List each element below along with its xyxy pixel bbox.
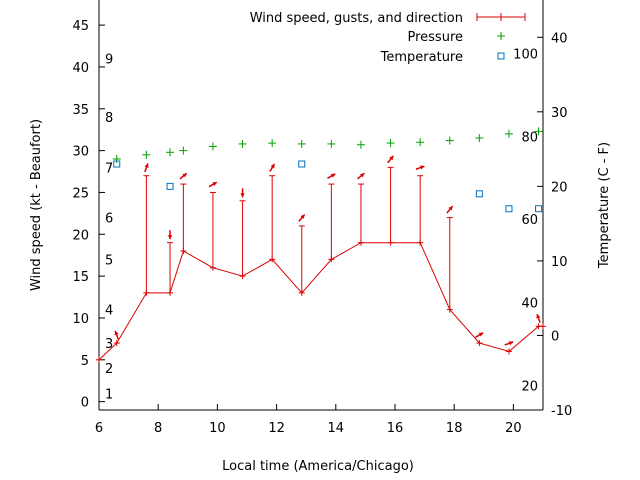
x-tick-label: 18 xyxy=(446,421,463,436)
beaufort-label: 6 xyxy=(105,212,113,227)
temperature-point xyxy=(505,205,513,213)
y-left-tick-label: 10 xyxy=(72,312,89,327)
y-right-tick-label: 10 xyxy=(551,255,568,270)
wind-direction-arrowhead xyxy=(144,163,149,168)
y-left-tick-label: 15 xyxy=(72,270,89,285)
bottom-ticks: 6 8 10 12 14 16 18 20 xyxy=(95,404,522,436)
temperature-point xyxy=(535,205,543,213)
legend-swatch-wind xyxy=(476,13,526,21)
y-left-tick-label: 5 xyxy=(81,354,89,369)
fahrenheit-label: 20 xyxy=(521,379,538,394)
plot-frame xyxy=(98,0,544,411)
y-right-tick-label: -10 xyxy=(551,404,572,419)
wind-speed-line xyxy=(98,242,543,361)
right-ticks: -10 0 10 20 30 40 xyxy=(537,31,572,419)
temperature-series xyxy=(113,160,543,213)
x-tick-label: 20 xyxy=(505,421,522,436)
legend-label-wind: Wind speed, gusts, and direction xyxy=(250,11,463,26)
x-tick-label: 14 xyxy=(328,421,345,436)
temperature-point xyxy=(298,160,306,168)
x-tick-label: 12 xyxy=(268,421,285,436)
y-axis-left-label: Wind speed (kt - Beaufort) xyxy=(29,119,44,291)
legend-swatch-pressure xyxy=(497,32,505,40)
legend-swatch-temperature xyxy=(497,52,505,60)
wind-direction-arrowhead xyxy=(300,214,305,219)
wind-direction-arrowhead xyxy=(478,332,484,337)
y-right-tick-label: 0 xyxy=(551,329,559,344)
y-left-tick-label: 20 xyxy=(72,228,89,243)
x-tick-label: 10 xyxy=(209,421,226,436)
wind-direction-arrowhead xyxy=(419,165,425,170)
wind-direction-arrowhead xyxy=(212,182,217,187)
beaufort-label: 9 xyxy=(105,53,113,68)
left-ticks: 0 5 10 15 20 25 30 35 40 45 xyxy=(72,19,105,411)
fahrenheit-scale: 20 40 60 80 100 xyxy=(513,48,538,395)
pressure-series xyxy=(112,127,543,163)
y-left-tick-label: 25 xyxy=(72,186,89,201)
temperature-point xyxy=(113,160,121,168)
x-axis-label: Local time (America/Chicago) xyxy=(222,459,414,474)
y-right-tick-label: 30 xyxy=(551,106,568,121)
fahrenheit-label: 100 xyxy=(513,48,538,63)
legend-label-temperature: Temperature xyxy=(380,50,463,65)
temperature-point xyxy=(475,190,483,198)
wind-direction-arrowhead xyxy=(182,173,187,178)
legend-label-pressure: Pressure xyxy=(407,30,463,45)
y-right-tick-label: 40 xyxy=(551,31,568,46)
x-tick-label: 16 xyxy=(387,421,404,436)
wind-direction-arrowhead xyxy=(240,193,245,198)
y-left-tick-label: 35 xyxy=(72,103,89,118)
y-right-tick-label: 20 xyxy=(551,180,568,195)
wind-direction-arrowhead xyxy=(448,206,453,211)
wind-direction-arrowhead xyxy=(114,330,119,336)
wind-direction-arrowhead xyxy=(330,173,336,178)
beaufort-label: 2 xyxy=(105,362,113,377)
beaufort-label: 4 xyxy=(105,304,113,319)
y-left-tick-label: 0 xyxy=(81,396,89,411)
temperature-point xyxy=(166,182,174,190)
wind-direction-arrowhead xyxy=(389,155,394,161)
x-tick-label: 6 xyxy=(95,421,103,436)
wind-direction-arrows xyxy=(114,155,541,346)
y-left-tick-label: 45 xyxy=(72,19,89,34)
fahrenheit-label: 80 xyxy=(521,130,538,145)
x-tick-label: 8 xyxy=(154,421,162,436)
wind-direction-arrowhead xyxy=(167,235,173,240)
wind-direction-arrowhead xyxy=(359,173,365,178)
beaufort-label: 7 xyxy=(105,161,113,176)
y-left-tick-label: 30 xyxy=(72,145,89,160)
wind-direction-arrowhead xyxy=(270,163,275,169)
legend: Wind speed, gusts, and direction Pressur… xyxy=(250,11,526,65)
fahrenheit-label: 60 xyxy=(521,213,538,228)
y-left-tick-label: 40 xyxy=(72,61,89,76)
fahrenheit-label: 40 xyxy=(521,297,538,312)
y-axis-right-label: Temperature (C - F) xyxy=(597,142,612,269)
beaufort-label: 1 xyxy=(105,387,113,402)
beaufort-label: 5 xyxy=(105,253,113,268)
wind-series xyxy=(96,166,546,363)
wind-direction-arrowhead xyxy=(536,314,541,319)
beaufort-label: 8 xyxy=(105,111,113,126)
beaufort-scale: 1 2 3 4 5 6 7 8 9 xyxy=(105,53,113,403)
wind-direction-arrowhead xyxy=(508,341,514,346)
beaufort-label: 3 xyxy=(105,337,113,352)
